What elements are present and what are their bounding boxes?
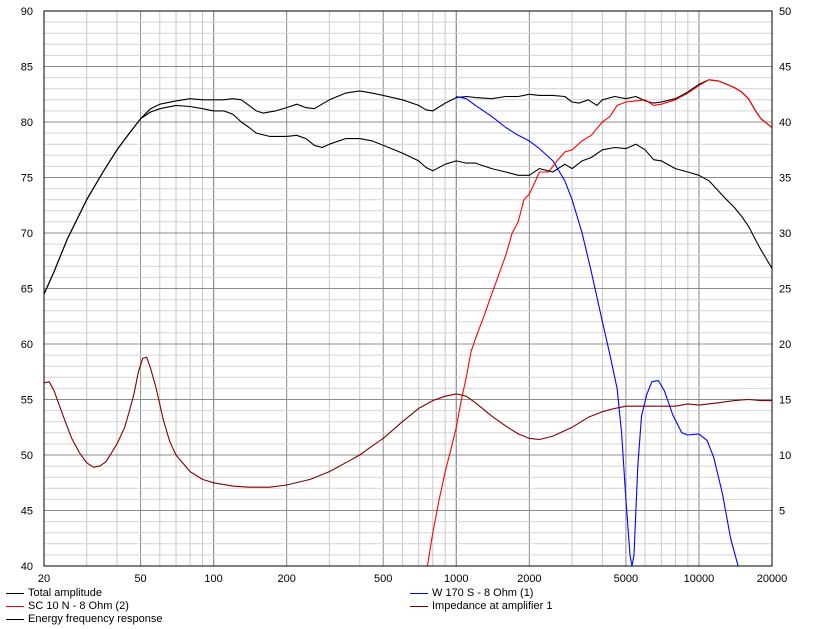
y-left-tick-label: 50 <box>21 450 33 462</box>
plot-frame <box>43 10 773 567</box>
x-tick-label: 200 <box>277 573 295 585</box>
x-tick-label: 20 <box>38 573 50 585</box>
y-left-tick-label: 80 <box>21 117 33 129</box>
legend-swatch <box>6 592 24 594</box>
y-left-tick-label: 65 <box>21 284 33 296</box>
legend-item-energy: Energy frequency response <box>6 613 163 626</box>
y-left-tick-label: 70 <box>21 228 33 240</box>
x-tick-label: 100 <box>204 573 222 585</box>
series-line-4 <box>43 104 773 295</box>
y-right-tick-label: 5 <box>779 506 785 518</box>
y-right-tick-label: 45 <box>779 62 791 74</box>
x-tick-label: 5000 <box>614 573 638 585</box>
legend-item-w170s: W 170 S - 8 Ohm (1) <box>410 587 533 600</box>
y-left-tick-label: 75 <box>21 173 33 185</box>
legend-label: Impedance at amplifier 1 <box>432 600 553 612</box>
y-right-tick-label: 50 <box>779 6 791 18</box>
y-left-tick-label: 45 <box>21 506 33 518</box>
legend-label: Energy frequency response <box>28 613 163 625</box>
series-line-1 <box>456 95 772 567</box>
legend-item-total-amplitude: Total amplitude <box>6 587 102 600</box>
series-line-0 <box>43 79 773 295</box>
x-tick-labels: 20 50 100 200 500 1000 2000 5000 10000 20000 <box>38 573 787 585</box>
y-left-tick-labels: 90 85 80 75 70 65 60 55 50 45 40 <box>21 6 33 573</box>
legend-swatch <box>6 605 24 607</box>
y-left-tick-label: 85 <box>21 62 33 74</box>
y-left-tick-label: 90 <box>21 6 33 18</box>
legend-swatch <box>410 592 428 594</box>
y-right-tick-label: 25 <box>779 284 791 296</box>
x-tick-label: 20000 <box>757 573 788 585</box>
grid <box>43 10 773 567</box>
series-line-2 <box>44 79 773 567</box>
legend-label: SC 10 N - 8 Ohm (2) <box>28 600 129 612</box>
legend-label: W 170 S - 8 Ohm (1) <box>432 587 534 599</box>
y-right-tick-label: 35 <box>779 173 791 185</box>
legend-item-impedance: Impedance at amplifier 1 <box>410 600 552 613</box>
series-line-3 <box>43 356 772 488</box>
legend-label: Total amplitude <box>28 587 102 599</box>
y-right-tick-label: 15 <box>779 395 791 407</box>
y-right-tick-label: 10 <box>779 450 791 462</box>
x-tick-label: 10000 <box>684 573 715 585</box>
y-left-tick-label: 60 <box>21 339 33 351</box>
y-left-tick-label: 40 <box>21 561 33 573</box>
x-tick-label: 1000 <box>444 573 468 585</box>
y-right-tick-labels: 50 45 40 35 30 25 20 15 10 5 <box>779 6 791 518</box>
legend-swatch <box>410 605 428 607</box>
x-tick-label: 50 <box>134 573 146 585</box>
y-right-tick-label: 40 <box>779 117 791 129</box>
y-left-tick-label: 55 <box>21 395 33 407</box>
y-right-tick-label: 30 <box>779 228 791 240</box>
legend-item-sc10n: SC 10 N - 8 Ohm (2) <box>6 600 129 613</box>
y-right-tick-label: 20 <box>779 339 791 351</box>
x-tick-label: 500 <box>374 573 392 585</box>
legend-swatch <box>6 618 24 620</box>
x-tick-label: 2000 <box>517 573 541 585</box>
series-layer <box>43 79 773 567</box>
